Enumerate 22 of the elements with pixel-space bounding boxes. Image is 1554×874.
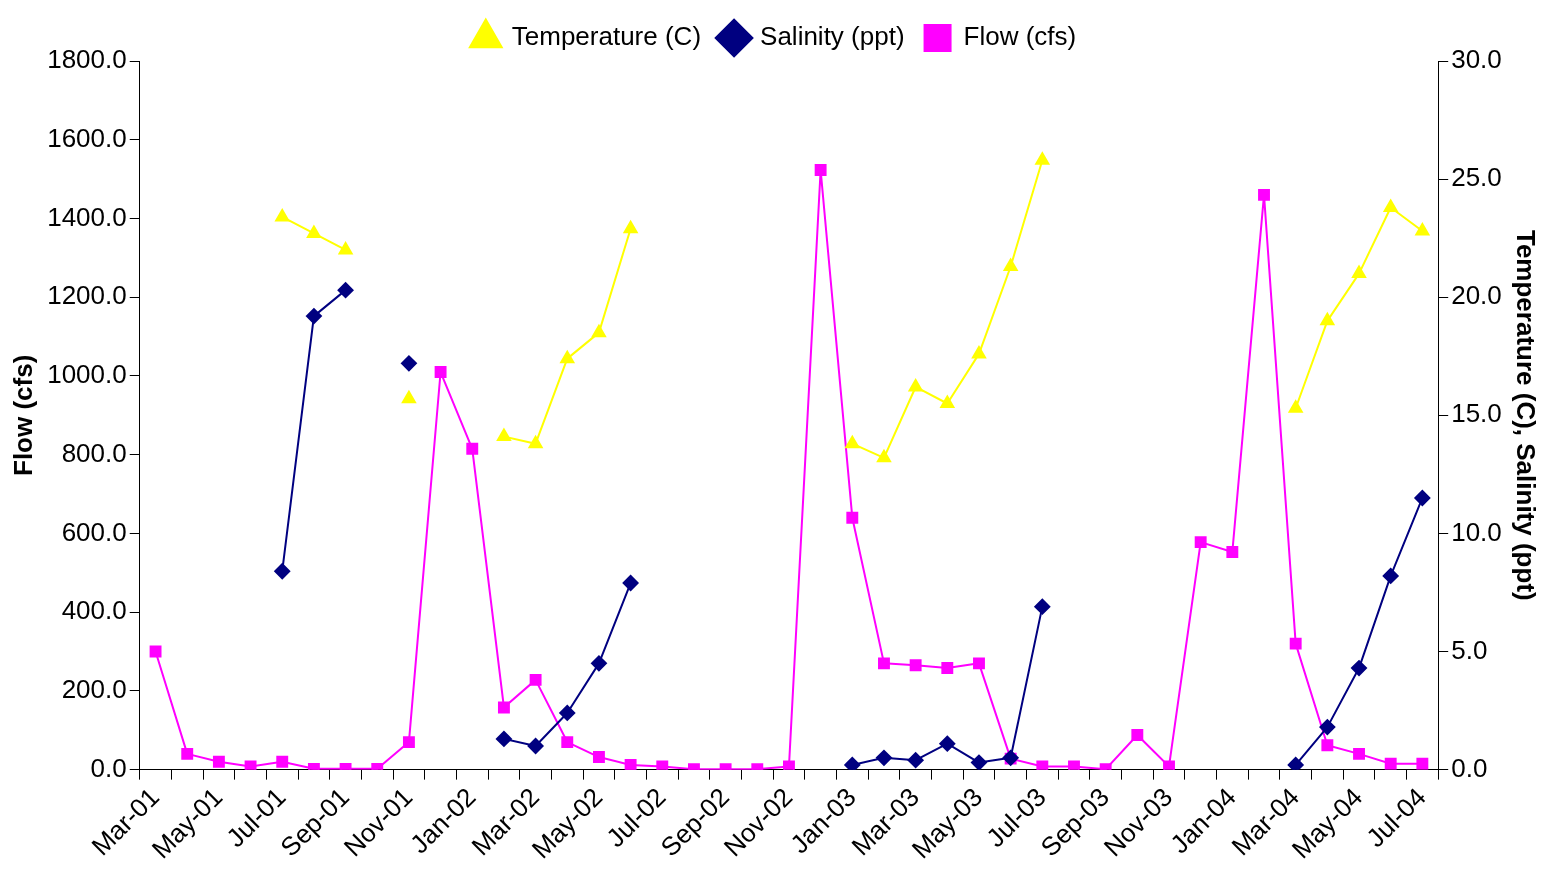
y2-tick-label: 20.0 (1451, 280, 1502, 311)
y2-tick-label: 25.0 (1451, 162, 1502, 193)
legend-label: Salinity (ppt) (760, 21, 905, 52)
y-tick-label: 600.0 (61, 516, 127, 547)
y-tick-label: 1600.0 (47, 122, 127, 153)
y-axis-title: Flow (cfs) (7, 354, 38, 476)
y-tick-label: 0.0 (90, 752, 127, 783)
y-tick-label: 800.0 (61, 437, 127, 468)
y-tick-label: 1000.0 (47, 359, 127, 390)
y-tick-label: 1200.0 (47, 280, 127, 311)
y2-tick-label: 0.0 (1451, 752, 1488, 783)
y2-tick-label: 5.0 (1451, 634, 1488, 665)
y2-axis-title: Temperature (C), Salinity (ppt) (1511, 229, 1542, 601)
y2-tick-label: 15.0 (1451, 398, 1502, 429)
legend-label: Flow (cfs) (963, 21, 1077, 52)
y-tick-label: 200.0 (61, 674, 127, 705)
y-tick-label: 400.0 (61, 595, 127, 626)
y2-tick-label: 10.0 (1451, 516, 1502, 547)
y-tick-label: 1400.0 (47, 201, 127, 232)
legend-label: Temperature (C) (511, 21, 702, 52)
y2-tick-label: 30.0 (1451, 44, 1502, 75)
y-tick-label: 1800.0 (47, 44, 127, 75)
